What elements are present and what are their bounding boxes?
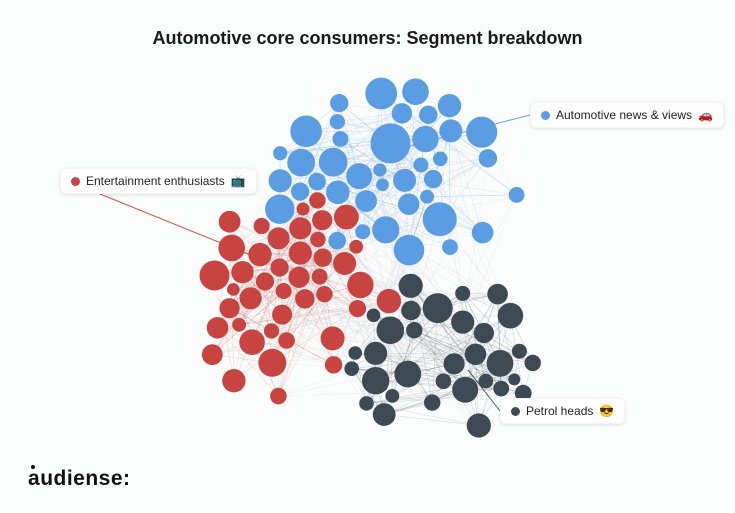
- segment-label-text: Entertainment enthusiasts: [86, 174, 225, 188]
- network-diagram: Automotive core consumers: Segment break…: [0, 0, 735, 513]
- segment-label-petrol: Petrol heads 😎: [500, 398, 625, 424]
- legend-dot-icon: [541, 111, 550, 120]
- legend-dot-icon: [511, 407, 520, 416]
- legend-dot-icon: [71, 177, 80, 186]
- segment-label-text: Automotive news & views: [556, 108, 692, 122]
- segment-label-auto_news: Automotive news & views 🚗: [530, 102, 724, 128]
- brand-logo: audiense:: [28, 467, 131, 491]
- segment-emoji-icon: 🚗: [698, 108, 713, 122]
- segment-label-text: Petrol heads: [526, 404, 593, 418]
- network-graph-svg: [0, 0, 735, 513]
- segment-label-entertainment: Entertainment enthusiasts 📺: [60, 168, 257, 194]
- segment-emoji-icon: 😎: [599, 404, 614, 418]
- segment-emoji-icon: 📺: [231, 174, 246, 188]
